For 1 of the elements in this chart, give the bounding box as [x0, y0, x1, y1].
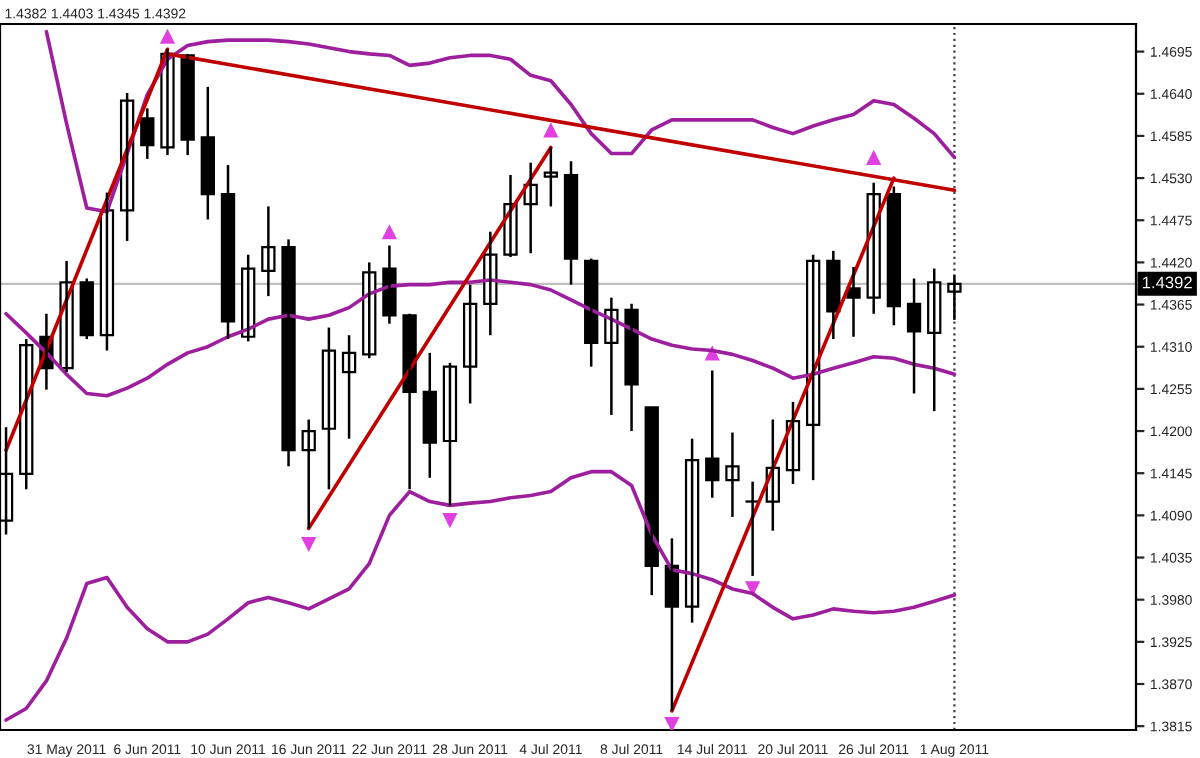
ref-line-label: 1.4392 — [1142, 276, 1192, 289]
